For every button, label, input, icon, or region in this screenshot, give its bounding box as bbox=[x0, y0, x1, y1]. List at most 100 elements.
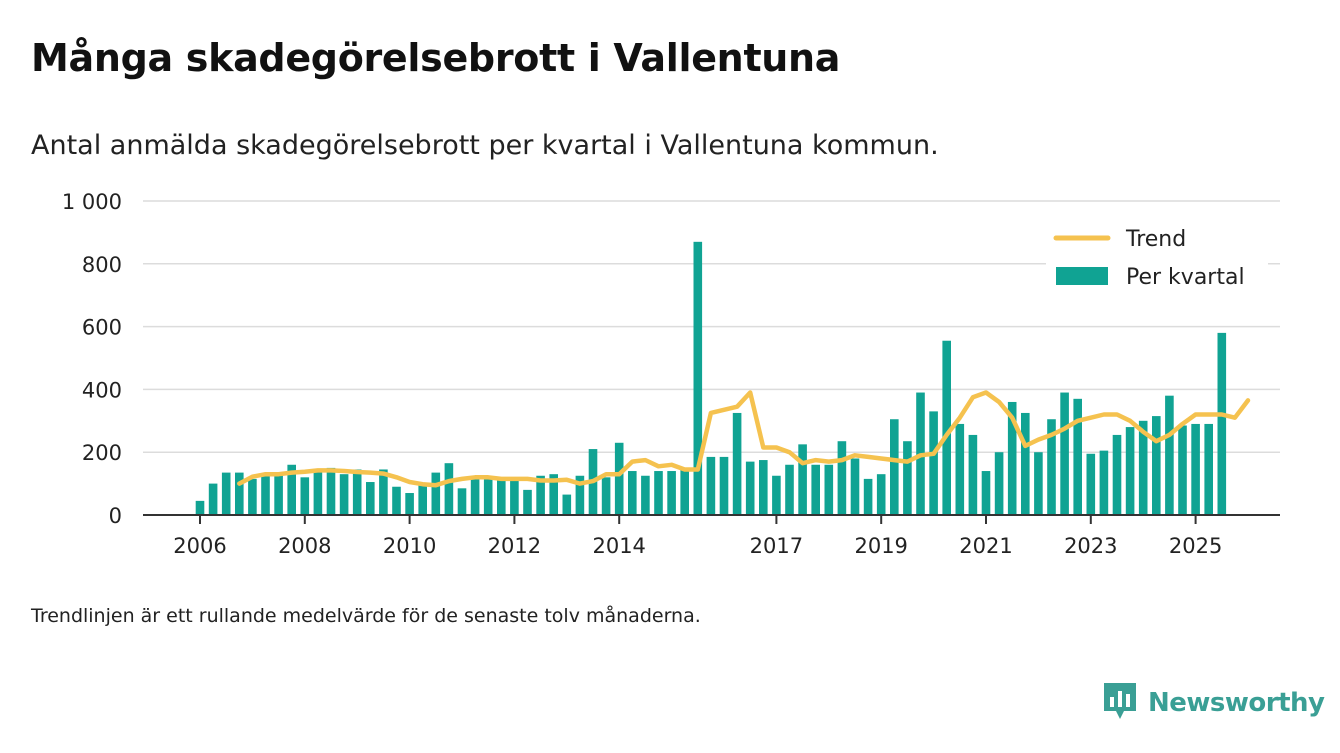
bar bbox=[1099, 450, 1109, 515]
bar bbox=[208, 483, 218, 515]
bar bbox=[614, 442, 624, 515]
brand-logo[interactable]: Newsworthy bbox=[1102, 681, 1325, 725]
x-tick-label: 2017 bbox=[750, 534, 803, 558]
bar bbox=[1165, 395, 1174, 515]
bar bbox=[667, 471, 676, 515]
bar bbox=[824, 464, 834, 515]
bar bbox=[693, 241, 703, 515]
chart-subtitle: Antal anmälda skadegörelsebrott per kvar… bbox=[31, 130, 939, 161]
bar bbox=[326, 467, 336, 515]
y-tick-label: 800 bbox=[82, 253, 122, 277]
bar bbox=[942, 340, 951, 515]
chart: 0 200 400 600 800 1 000 2006 2008 2010 2012 2014 20… bbox=[62, 190, 1280, 558]
x-tick-label: 2012 bbox=[488, 534, 541, 558]
bar bbox=[352, 469, 362, 515]
bar bbox=[562, 494, 572, 515]
bar bbox=[955, 423, 965, 515]
x-tick-label: 2008 bbox=[278, 534, 331, 558]
bar bbox=[497, 477, 506, 515]
bar bbox=[1060, 392, 1069, 515]
legend-bar-swatch bbox=[1056, 267, 1108, 285]
x-tick-label: 2014 bbox=[592, 534, 645, 558]
legend-bar-label: Per kvartal bbox=[1126, 265, 1245, 290]
footnote: Trendlinjen är ett rullande medelvärde f… bbox=[31, 605, 701, 627]
bar bbox=[1178, 425, 1187, 515]
bar bbox=[706, 456, 716, 515]
bar bbox=[339, 474, 349, 515]
y-tick-label: 0 bbox=[109, 504, 122, 528]
bar bbox=[405, 493, 414, 515]
bar bbox=[536, 475, 545, 515]
bar bbox=[759, 460, 768, 515]
bar bbox=[1204, 423, 1213, 515]
bar bbox=[366, 482, 375, 515]
bar bbox=[968, 434, 978, 515]
bar bbox=[863, 478, 873, 515]
bar bbox=[1138, 420, 1148, 515]
bar bbox=[903, 441, 912, 515]
y-tick-label: 1 000 bbox=[62, 190, 122, 214]
bar bbox=[274, 472, 283, 515]
bar bbox=[248, 478, 257, 515]
bar bbox=[601, 477, 611, 515]
bar bbox=[1047, 419, 1056, 515]
bar bbox=[981, 471, 991, 515]
x-tick-label: 2025 bbox=[1169, 534, 1222, 558]
y-tick-label: 400 bbox=[82, 378, 122, 402]
bar bbox=[1112, 434, 1122, 515]
legend-trend-label: Trend bbox=[1125, 227, 1186, 252]
y-tick-label: 200 bbox=[82, 441, 122, 465]
bar bbox=[195, 500, 205, 515]
bar bbox=[549, 474, 558, 515]
bar bbox=[876, 474, 886, 515]
bar bbox=[483, 478, 493, 515]
bar bbox=[994, 452, 1004, 515]
bar bbox=[811, 464, 820, 515]
bar bbox=[313, 469, 323, 515]
bar bbox=[1217, 332, 1227, 515]
bar bbox=[680, 469, 689, 515]
x-tick-label: 2019 bbox=[854, 534, 907, 558]
bar bbox=[523, 489, 532, 515]
y-tick-label: 600 bbox=[82, 316, 122, 340]
bar bbox=[457, 488, 467, 515]
x-tick-label: 2021 bbox=[959, 534, 1012, 558]
bar bbox=[772, 475, 781, 515]
x-tick-label: 2010 bbox=[383, 534, 436, 558]
bar bbox=[1073, 398, 1082, 515]
bar bbox=[1152, 416, 1161, 515]
bar bbox=[628, 471, 637, 515]
bar bbox=[732, 412, 742, 515]
bar bbox=[837, 441, 847, 515]
bar bbox=[287, 464, 296, 515]
bar bbox=[575, 475, 585, 515]
bar bbox=[929, 411, 938, 515]
bar bbox=[641, 475, 650, 515]
bar bbox=[221, 472, 231, 515]
bar bbox=[785, 464, 794, 515]
brand-name: Newsworthy bbox=[1148, 688, 1325, 718]
chart-title: Många skadegörelsebrott i Vallentuna bbox=[31, 36, 841, 80]
chart-legend: Trend Per kvartal bbox=[1046, 222, 1268, 298]
bar bbox=[745, 461, 755, 515]
bar bbox=[379, 469, 388, 515]
bar bbox=[510, 477, 519, 515]
bar bbox=[1007, 401, 1017, 515]
bar bbox=[850, 458, 860, 515]
bar bbox=[798, 444, 807, 515]
bar bbox=[418, 485, 427, 515]
bar bbox=[654, 471, 663, 515]
bar bbox=[261, 474, 270, 515]
trend-line bbox=[237, 390, 1251, 488]
bar bbox=[470, 477, 480, 515]
newsworthy-logo-icon bbox=[1102, 681, 1138, 725]
bar bbox=[1021, 412, 1030, 515]
x-tick-label: 2023 bbox=[1064, 534, 1117, 558]
bar bbox=[444, 463, 454, 515]
bar bbox=[1086, 453, 1096, 515]
bar bbox=[392, 486, 401, 515]
bar bbox=[1191, 423, 1200, 515]
x-tick-label: 2006 bbox=[173, 534, 226, 558]
bar bbox=[1125, 427, 1135, 515]
bar bbox=[890, 419, 899, 515]
